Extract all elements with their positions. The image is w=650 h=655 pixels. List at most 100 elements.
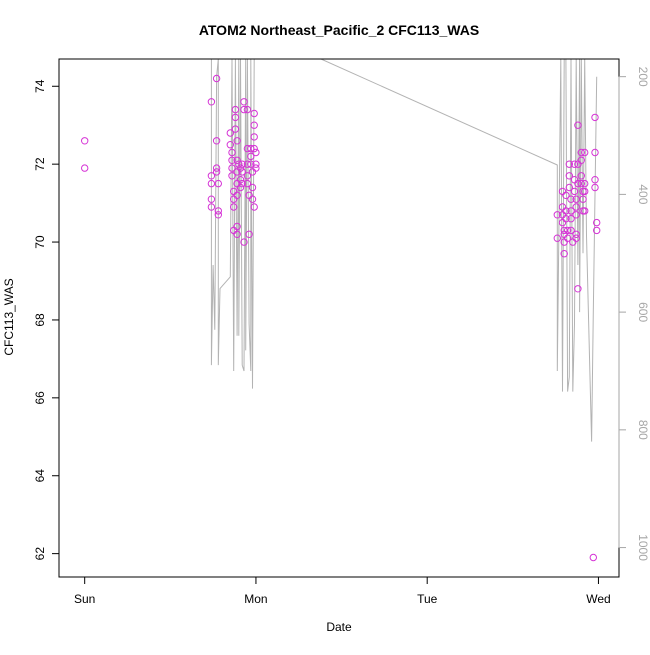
data-point <box>565 160 573 168</box>
data-point <box>233 222 241 231</box>
data-point <box>243 105 252 114</box>
data-point <box>248 183 257 192</box>
data-point <box>572 230 580 239</box>
y-tick-label: 66 <box>33 391 47 405</box>
y-tick-label: 68 <box>33 313 47 327</box>
data-point <box>250 109 258 118</box>
data-point <box>228 164 236 172</box>
y-tick-label: 74 <box>33 79 47 93</box>
data-point <box>233 137 241 145</box>
data-point <box>581 179 589 188</box>
data-point <box>560 250 568 258</box>
data-point <box>236 183 245 192</box>
data-point <box>245 230 253 239</box>
data-point <box>228 148 236 157</box>
y-tick-label: 70 <box>33 235 47 249</box>
data-point <box>593 226 601 235</box>
data-point <box>207 98 216 106</box>
data-point <box>574 121 582 129</box>
data-point <box>593 218 601 227</box>
data-point <box>589 553 597 562</box>
data-point <box>233 191 241 200</box>
data-point <box>214 179 223 188</box>
y-tick-label: 62 <box>33 547 47 561</box>
data-point <box>238 160 246 168</box>
data-point <box>250 121 258 129</box>
data-point <box>238 179 246 188</box>
data-point <box>214 211 223 219</box>
data-point <box>577 179 585 188</box>
data-point <box>581 148 589 157</box>
data-point <box>591 148 599 157</box>
data-point <box>233 230 241 239</box>
data-point <box>235 160 243 168</box>
data-point <box>562 207 570 215</box>
data-point <box>212 137 221 145</box>
data-point <box>240 105 248 114</box>
data-point <box>250 203 258 211</box>
data-point <box>563 226 572 235</box>
data-point <box>567 226 575 235</box>
data-point <box>214 207 223 215</box>
data-point <box>207 195 216 203</box>
data-point <box>591 113 599 122</box>
data-point <box>553 234 561 242</box>
data-point <box>243 172 252 180</box>
data-point <box>577 172 585 180</box>
data-point <box>577 148 585 157</box>
y-tick-label: 72 <box>33 157 47 171</box>
y2-tick-label: 1000 <box>636 534 650 561</box>
data-point <box>570 187 579 196</box>
data-point <box>563 234 572 242</box>
data-point <box>231 105 240 114</box>
data-point <box>212 74 221 83</box>
y-tick-label: 64 <box>33 469 47 483</box>
data-point <box>236 176 245 184</box>
x-tick-label: Wed <box>586 592 610 606</box>
data-point <box>591 183 599 192</box>
data-point <box>581 187 589 196</box>
data-point <box>252 160 260 168</box>
data-point <box>572 203 580 211</box>
data-point <box>562 191 570 200</box>
x-tick-label: Sun <box>74 592 95 606</box>
data-point <box>565 172 573 180</box>
data-point <box>250 144 258 153</box>
chart-title: ATOM2 Northeast_Pacific_2 CFC113_WAS <box>199 22 479 38</box>
y2-tick-label: 200 <box>636 67 650 87</box>
data-point <box>247 160 255 168</box>
data-point <box>567 215 575 223</box>
data-point <box>572 234 580 242</box>
data-point <box>231 125 240 133</box>
data-point <box>226 129 235 137</box>
data-point <box>567 195 575 203</box>
data-point <box>236 164 245 172</box>
data-point <box>231 113 240 122</box>
plot-area: Sun Mon Tue Wed 62 64 66 68 70 72 74 200 400 600 800 10… <box>33 58 650 606</box>
pressure-series-line <box>210 59 598 442</box>
data-point <box>565 183 573 192</box>
data-point <box>567 207 575 215</box>
data-point <box>81 164 89 172</box>
x-axis-label: Date <box>326 620 352 634</box>
y2-tick-label: 800 <box>636 420 650 440</box>
x-tick-label: Tue <box>417 592 438 606</box>
data-point <box>238 168 246 176</box>
data-point <box>248 195 257 203</box>
data-point <box>247 144 255 153</box>
data-point <box>579 195 587 203</box>
data-point <box>207 179 216 188</box>
data-point <box>233 156 241 165</box>
data-point <box>207 203 216 211</box>
data-point <box>553 211 561 219</box>
data-point <box>577 156 585 165</box>
data-point <box>81 137 89 145</box>
data-point <box>562 215 570 223</box>
y2-tick-label: 600 <box>636 302 650 322</box>
y-axis-label: CFC113_WAS <box>2 278 16 355</box>
data-point <box>243 160 252 168</box>
data-point <box>212 164 221 172</box>
data-point <box>228 156 236 165</box>
